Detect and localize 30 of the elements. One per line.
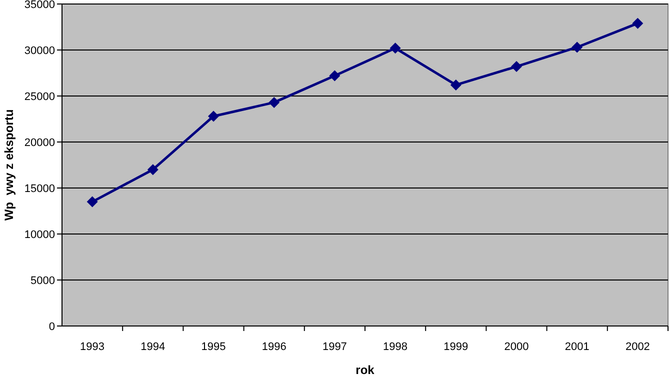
point [450, 79, 462, 90]
x-tick-label: 2002 [625, 341, 650, 353]
x-tick-label: 2001 [564, 341, 590, 353]
y-tick-label: 25000 [24, 90, 55, 103]
y-tick-label: 30000 [24, 44, 55, 57]
x-tick-label: 1995 [201, 341, 226, 353]
point [329, 70, 340, 82]
y-tick-label: 35000 [24, 0, 55, 11]
x-tick-label: 1999 [444, 341, 468, 353]
x-tick-label: 1997 [322, 341, 347, 353]
point [86, 196, 98, 208]
point [511, 61, 522, 72]
y-axis-title: Wp ywy z eksportu [2, 109, 16, 221]
point [632, 18, 644, 29]
point [572, 42, 583, 53]
y-tick-label: 0 [48, 320, 55, 333]
x-tick-label: 1994 [140, 341, 166, 353]
point [208, 110, 219, 122]
y-tick-label: 15000 [24, 182, 55, 195]
point [390, 42, 401, 54]
y-tick-label: 10000 [24, 228, 55, 241]
y-tick-label: 5000 [30, 274, 55, 287]
x-tick-label: 1996 [262, 341, 286, 353]
x-axis-title: rok [356, 363, 375, 377]
y-tick-label: 20000 [24, 136, 55, 149]
x-tick-label: 1998 [383, 341, 408, 353]
x-tick-label: 1993 [80, 341, 105, 353]
point [147, 164, 158, 176]
point [268, 96, 280, 108]
x-tick-label: 2000 [504, 341, 529, 353]
